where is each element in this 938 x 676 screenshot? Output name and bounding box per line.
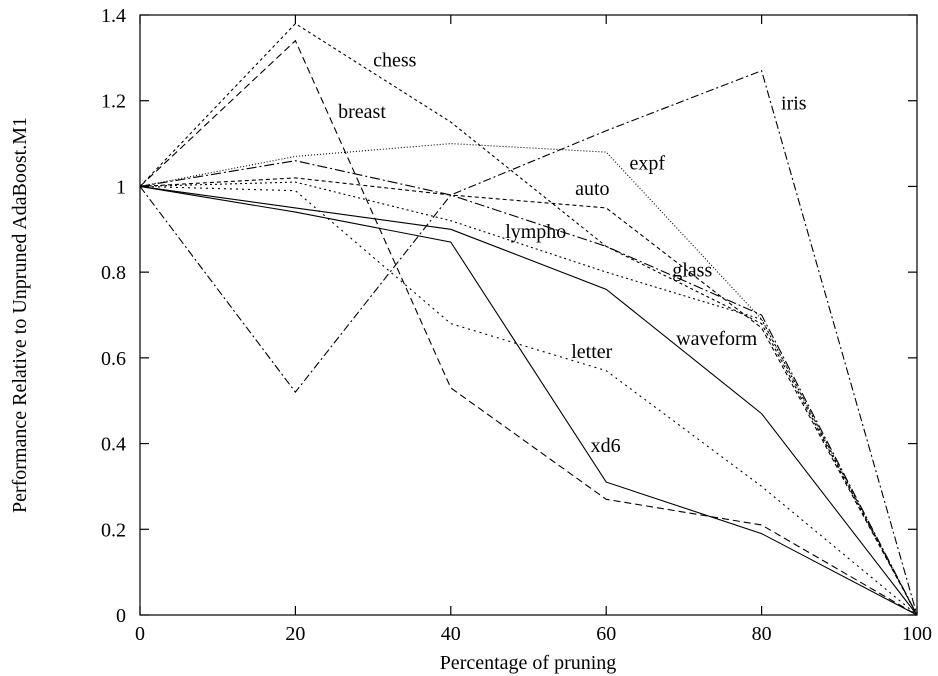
series-labels: chess breast iris expf auto lympho glass letter… <box>338 49 807 457</box>
series-label-chess: chess <box>373 49 417 71</box>
y-tick-labels: 0 0.2 0.4 0.6 0.8 1 1.2 1.4 <box>101 5 126 627</box>
series-line-letter <box>139 185 918 616</box>
axis-ticks <box>139 14 918 616</box>
x-tick-label: 0 <box>135 623 145 645</box>
x-axis-label: Percentage of pruning <box>440 652 617 674</box>
y-tick-label: 0.2 <box>101 519 126 541</box>
series-line-chess <box>139 22 918 616</box>
y-tick-label: 0.8 <box>101 262 126 284</box>
series-label-iris: iris <box>781 92 807 114</box>
y-tick-label: 1.2 <box>101 91 126 113</box>
series-line-waveform <box>139 185 918 616</box>
series-label-letter: letter <box>571 341 612 363</box>
series-label-glass: glass <box>672 259 712 281</box>
series-label-expf: expf <box>630 152 666 174</box>
series-label-waveform: waveform <box>676 328 758 350</box>
series-label-xd6: xd6 <box>591 435 621 457</box>
series-line-glass <box>139 160 918 616</box>
x-tick-label: 100 <box>902 623 932 645</box>
x-tick-label: 80 <box>752 623 772 645</box>
y-tick-label: 1.4 <box>101 5 126 27</box>
series-line-auto <box>139 177 918 616</box>
x-tick-label: 40 <box>441 623 461 645</box>
y-tick-label: 0.6 <box>101 348 126 370</box>
plot-frame <box>139 14 918 616</box>
series-lines <box>139 22 918 616</box>
x-tick-label: 20 <box>285 623 305 645</box>
series-line-expf <box>139 143 918 616</box>
series-line-breast <box>139 39 918 616</box>
series-line-xd6 <box>139 185 918 616</box>
y-tick-label: 0 <box>116 605 126 627</box>
y-tick-label: 0.4 <box>101 434 126 456</box>
y-axis-label: Performance Relative to Unpruned AdaBoos… <box>9 117 31 513</box>
series-label-lympho: lympho <box>505 221 566 243</box>
series-label-breast: breast <box>338 101 386 123</box>
y-tick-label: 1 <box>116 176 126 198</box>
series-label-auto: auto <box>575 178 609 200</box>
x-tick-labels: 0 20 40 60 80 100 <box>135 623 932 645</box>
series-line-iris <box>139 69 918 616</box>
x-tick-label: 60 <box>596 623 616 645</box>
